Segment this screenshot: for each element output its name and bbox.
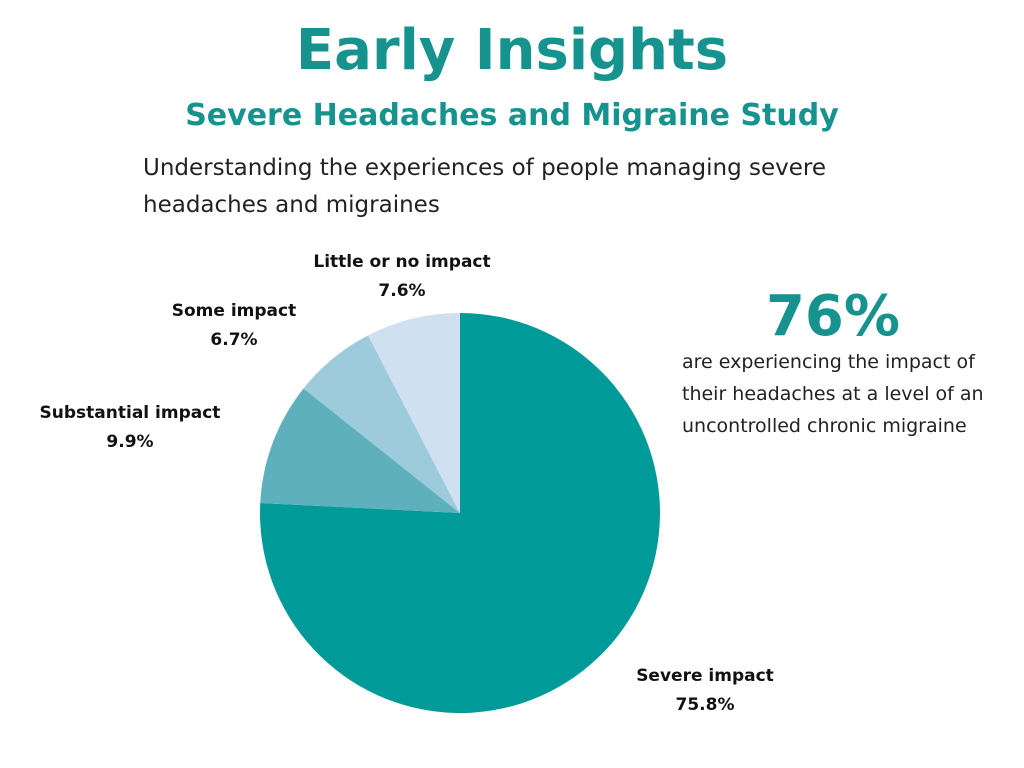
slice-value-label: 7.6% (378, 281, 425, 301)
callout-headline: 76% (765, 284, 901, 349)
title: Early Insights (295, 18, 729, 83)
pie-slice (259, 313, 660, 713)
callout-text: are experiencing the impact of their hea… (682, 351, 984, 437)
pie-slice (260, 388, 460, 513)
slice-label: Little or no impact (313, 252, 490, 272)
subtitle: Severe Headaches and Migraine Study (185, 98, 839, 133)
slice-value-label: 9.9% (106, 432, 153, 452)
slice-label: Substantial impact (40, 403, 221, 423)
description: Understanding the experiences of people … (143, 155, 826, 218)
slice-value-label: 75.8% (676, 695, 735, 715)
pie-slice (303, 335, 460, 513)
pie-slice (368, 313, 460, 513)
slice-label: Some impact (172, 301, 296, 321)
slice-label: Severe impact (636, 666, 774, 686)
slice-value-label: 6.7% (210, 330, 257, 350)
